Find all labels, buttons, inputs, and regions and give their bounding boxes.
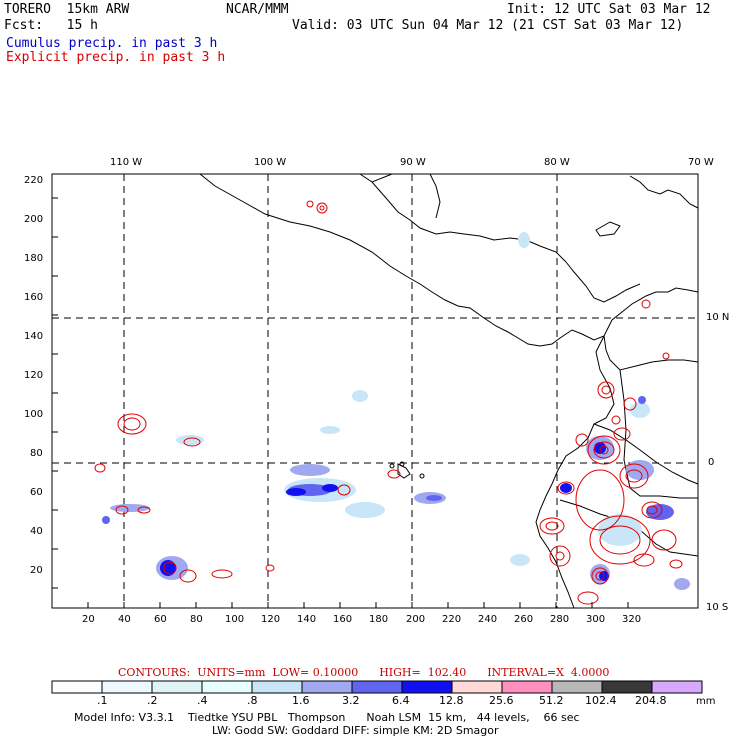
lat-lon-grid bbox=[52, 174, 698, 608]
x-tick-label: 100 bbox=[225, 614, 245, 625]
x-tick-label: 280 bbox=[550, 614, 570, 625]
colorbar-tick: .2 bbox=[147, 694, 158, 707]
y-tick-label: 200 bbox=[24, 214, 44, 225]
valid-time: Valid: 03 UTC Sun 04 Mar 12 (21 CST Sat … bbox=[292, 18, 684, 33]
colorbar-swatch bbox=[451, 680, 503, 694]
y-tick-label: 160 bbox=[24, 292, 44, 303]
lat-label: 10 S bbox=[706, 602, 729, 613]
colorbar-tick: 102.4 bbox=[585, 694, 617, 707]
center-label: NCAR/MMM bbox=[226, 2, 289, 17]
model-title: TORERO 15km ARW bbox=[4, 2, 130, 17]
colorbar-swatch bbox=[551, 680, 603, 694]
y-tick-label: 180 bbox=[24, 253, 44, 264]
model-info-line2: LW: Godd SW: Goddard DIFF: simple KM: 2D… bbox=[212, 724, 499, 737]
lon-label: 80 W bbox=[544, 157, 570, 168]
forecast-hour: Fcst: 15 h bbox=[4, 18, 98, 33]
y-tick-label: 80 bbox=[30, 448, 43, 459]
y-tick-label: 60 bbox=[30, 487, 43, 498]
colorbar-tick: 204.8 bbox=[635, 694, 667, 707]
colorbar-swatch bbox=[201, 680, 253, 694]
model-info-line1: Model Info: V3.3.1 Tiedtke YSU PBL Thomp… bbox=[74, 711, 580, 724]
colorbar-swatch bbox=[601, 680, 653, 694]
colorbar-swatch bbox=[501, 680, 553, 694]
colorbar-tick: 1.6 bbox=[292, 694, 310, 707]
lat-label: 10 N bbox=[706, 312, 730, 323]
lon-label: 110 W bbox=[110, 157, 143, 168]
x-tick-label: 200 bbox=[406, 614, 426, 625]
x-tick-label: 260 bbox=[514, 614, 534, 625]
x-tick-label: 300 bbox=[586, 614, 606, 625]
contours-info: CONTOURS: UNITS=mm LOW= 0.10000 HIGH= 10… bbox=[118, 666, 610, 679]
colorbar-tick: 51.2 bbox=[539, 694, 564, 707]
cumulus-precip-fills bbox=[102, 232, 690, 590]
y-tick-label: 20 bbox=[30, 565, 43, 576]
x-tick-label: 140 bbox=[297, 614, 317, 625]
colorbar-tick: 3.2 bbox=[342, 694, 360, 707]
colorbar-tick: .4 bbox=[197, 694, 208, 707]
colorbar-tick: .1 bbox=[97, 694, 108, 707]
y-tick-label: 40 bbox=[30, 526, 43, 537]
y-tick-label: 120 bbox=[24, 370, 44, 381]
colorbar-swatch bbox=[401, 680, 453, 694]
init-time: Init: 12 UTC Sat 03 Mar 12 bbox=[507, 2, 711, 17]
x-tick-label: 120 bbox=[261, 614, 281, 625]
x-tick-label: 180 bbox=[369, 614, 389, 625]
tick-marks bbox=[51, 197, 629, 608]
explicit-precip-label: Explicit precip. in past 3 h bbox=[6, 50, 226, 65]
lon-label: 100 W bbox=[254, 157, 287, 168]
colorbar-swatch bbox=[351, 680, 403, 694]
x-tick-label: 40 bbox=[118, 614, 131, 625]
colorbar-tick: 25.6 bbox=[489, 694, 514, 707]
y-tick-label: 140 bbox=[24, 331, 44, 342]
colorbar-swatch bbox=[651, 680, 703, 694]
plot-frame bbox=[51, 173, 699, 609]
x-tick-label: 80 bbox=[190, 614, 203, 625]
x-tick-label: 320 bbox=[622, 614, 642, 625]
x-tick-label: 20 bbox=[82, 614, 95, 625]
colorbar-tick: 12.8 bbox=[439, 694, 464, 707]
lon-label: 70 W bbox=[688, 157, 714, 168]
colorbar-swatch bbox=[151, 680, 203, 694]
colorbar-swatch bbox=[51, 680, 103, 694]
x-tick-label: 240 bbox=[478, 614, 498, 625]
y-tick-label: 220 bbox=[24, 175, 44, 186]
lat-label: 0 bbox=[708, 457, 715, 468]
x-tick-label: 160 bbox=[333, 614, 353, 625]
y-tick-label: 100 bbox=[24, 409, 44, 420]
colorbar-tick: .8 bbox=[247, 694, 258, 707]
colorbar-swatch bbox=[301, 680, 353, 694]
lon-label: 90 W bbox=[400, 157, 426, 168]
explicit-precip-contours bbox=[94, 200, 683, 605]
colorbar-units: mm bbox=[696, 696, 716, 707]
x-tick-label: 60 bbox=[154, 614, 167, 625]
colorbar-swatch bbox=[101, 680, 153, 694]
colorbar-tick: 6.4 bbox=[392, 694, 410, 707]
colorbar-swatch bbox=[251, 680, 303, 694]
cumulus-precip-label: Cumulus precip. in past 3 h bbox=[6, 36, 218, 51]
x-tick-label: 220 bbox=[442, 614, 462, 625]
